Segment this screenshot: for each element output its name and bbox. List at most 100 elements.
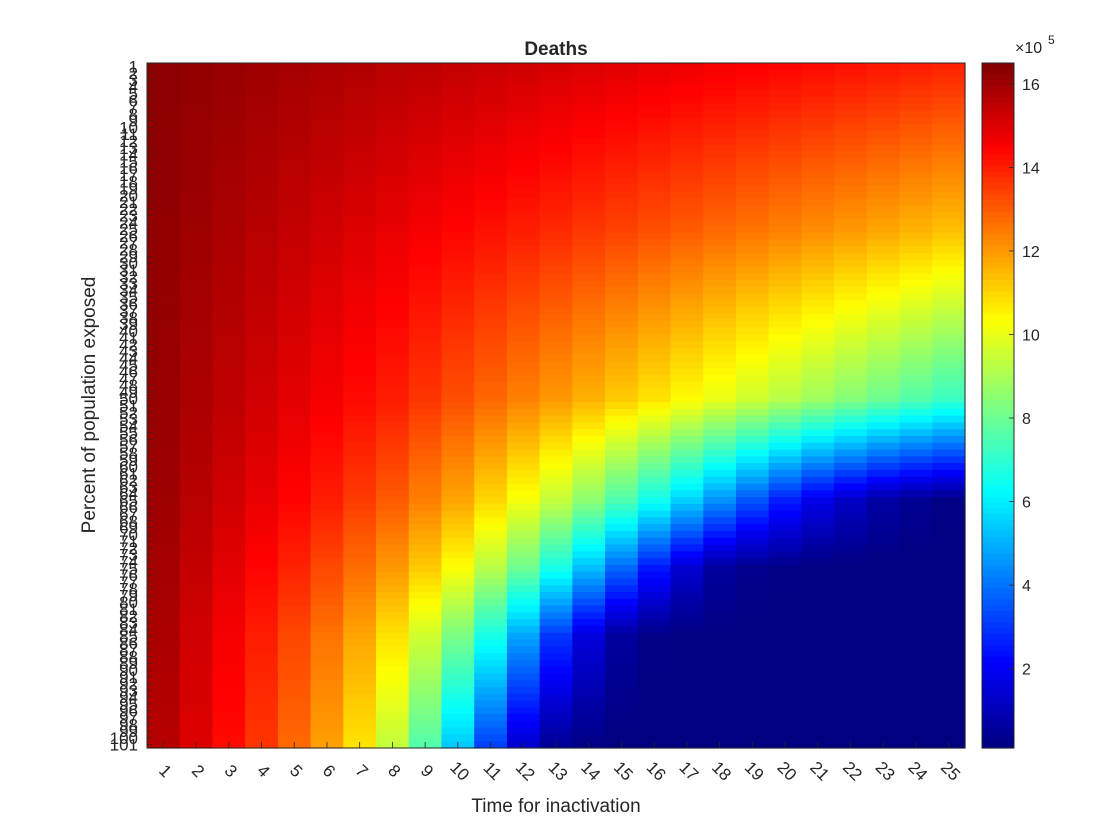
heatmap-cell [179, 585, 214, 593]
colorbar-segment [982, 508, 1014, 515]
heatmap-cell [834, 680, 868, 688]
heatmap-cell [768, 442, 802, 451]
heatmap-cell [735, 415, 770, 424]
heatmap-cell [866, 537, 901, 546]
heatmap-cell [277, 524, 312, 532]
heatmap-cell [670, 218, 704, 227]
heatmap-cell [670, 524, 704, 532]
heatmap-cell [834, 124, 868, 132]
heatmap-cell [637, 680, 672, 688]
heatmap-cell [310, 666, 344, 674]
heatmap-cell [441, 530, 475, 539]
heatmap-cell [506, 585, 541, 593]
heatmap-cell [899, 632, 933, 641]
heatmap-cell [605, 530, 639, 539]
heatmap-cell [474, 564, 508, 573]
y-tick-label: 74 [119, 552, 138, 571]
heatmap-cell [474, 232, 508, 240]
heatmap-cell [539, 585, 573, 593]
heatmap-cell [899, 117, 933, 125]
heatmap-cell [474, 408, 508, 417]
heatmap-cell [899, 151, 933, 159]
heatmap-cell [212, 659, 246, 668]
heatmap-cell [735, 578, 770, 586]
heatmap-cell [506, 246, 541, 254]
heatmap-cell [310, 612, 344, 620]
heatmap-cell [310, 361, 344, 369]
heatmap-cell [735, 286, 770, 295]
heatmap-cell [703, 137, 737, 145]
heatmap-cell [343, 680, 377, 688]
heatmap-cell [441, 83, 475, 91]
colorbar-segment [982, 268, 1014, 275]
heatmap-cell [866, 212, 901, 220]
heatmap-cell [343, 300, 377, 308]
heatmap-cell [539, 103, 573, 112]
heatmap-cell [277, 83, 312, 91]
heatmap-cell [277, 659, 312, 668]
heatmap-cell [179, 686, 214, 695]
heatmap-cell [277, 456, 312, 464]
heatmap-cell [539, 185, 573, 193]
heatmap-cell [572, 632, 606, 641]
heatmap-cell [670, 205, 704, 213]
heatmap-cell [637, 313, 672, 322]
heatmap-cell [801, 456, 835, 464]
heatmap-cell [147, 497, 181, 505]
heatmap-cell [899, 388, 933, 396]
heatmap-cell [768, 300, 802, 308]
heatmap-cell [703, 415, 737, 424]
colorbar-segment [982, 137, 1014, 144]
colorbar-segment [982, 633, 1014, 641]
heatmap-cell [277, 239, 312, 247]
heatmap-cell [670, 436, 704, 444]
heatmap-cell [932, 130, 966, 139]
heatmap-cell [343, 83, 377, 91]
heatmap-cell [932, 483, 966, 491]
colorbar-segment [982, 194, 1014, 201]
heatmap-cell [376, 90, 410, 98]
heatmap-cell [277, 429, 312, 437]
heatmap-cell [605, 456, 639, 464]
heatmap-cell [899, 734, 933, 742]
heatmap-cell [703, 300, 737, 308]
heatmap-cell [343, 456, 377, 464]
heatmap-cell [474, 178, 508, 186]
heatmap-cell [670, 408, 704, 417]
heatmap-cell [735, 463, 770, 471]
heatmap-cell [899, 273, 933, 281]
heatmap-cell [376, 666, 410, 674]
y-tick-label: 21 [119, 193, 138, 212]
heatmap-cell [866, 171, 901, 179]
heatmap-cell [474, 313, 508, 322]
heatmap-cell [441, 395, 475, 403]
heatmap-cell [408, 646, 443, 654]
heatmap-cell [245, 171, 279, 179]
heatmap-cell [834, 90, 868, 98]
heatmap-cell [212, 205, 246, 213]
colorbar-frame [981, 62, 1015, 749]
heatmap-cell [441, 578, 475, 586]
heatmap-cell [245, 280, 279, 288]
heatmap-cell [245, 646, 279, 654]
y-tick-label: 3 [129, 71, 138, 90]
heatmap-cell [408, 368, 443, 376]
heatmap-cell [343, 592, 377, 600]
heatmap-cell [343, 598, 377, 607]
heatmap-cell [932, 354, 966, 363]
heatmap-cell [768, 347, 802, 356]
heatmap-cell [441, 639, 475, 647]
heatmap-cell [866, 714, 901, 722]
heatmap-cell [474, 246, 508, 254]
heatmap-cell [343, 544, 377, 552]
heatmap-cell [474, 327, 508, 335]
heatmap-cell [572, 381, 606, 390]
heatmap-cell [212, 185, 246, 193]
heatmap-cell [474, 124, 508, 132]
heatmap-cell [212, 605, 246, 613]
heatmap-cell [637, 415, 672, 424]
colorbar-segment [982, 439, 1014, 447]
y-tick-label: 76 [119, 566, 138, 585]
heatmap-cell [768, 151, 802, 159]
heatmap-cell [441, 232, 475, 240]
